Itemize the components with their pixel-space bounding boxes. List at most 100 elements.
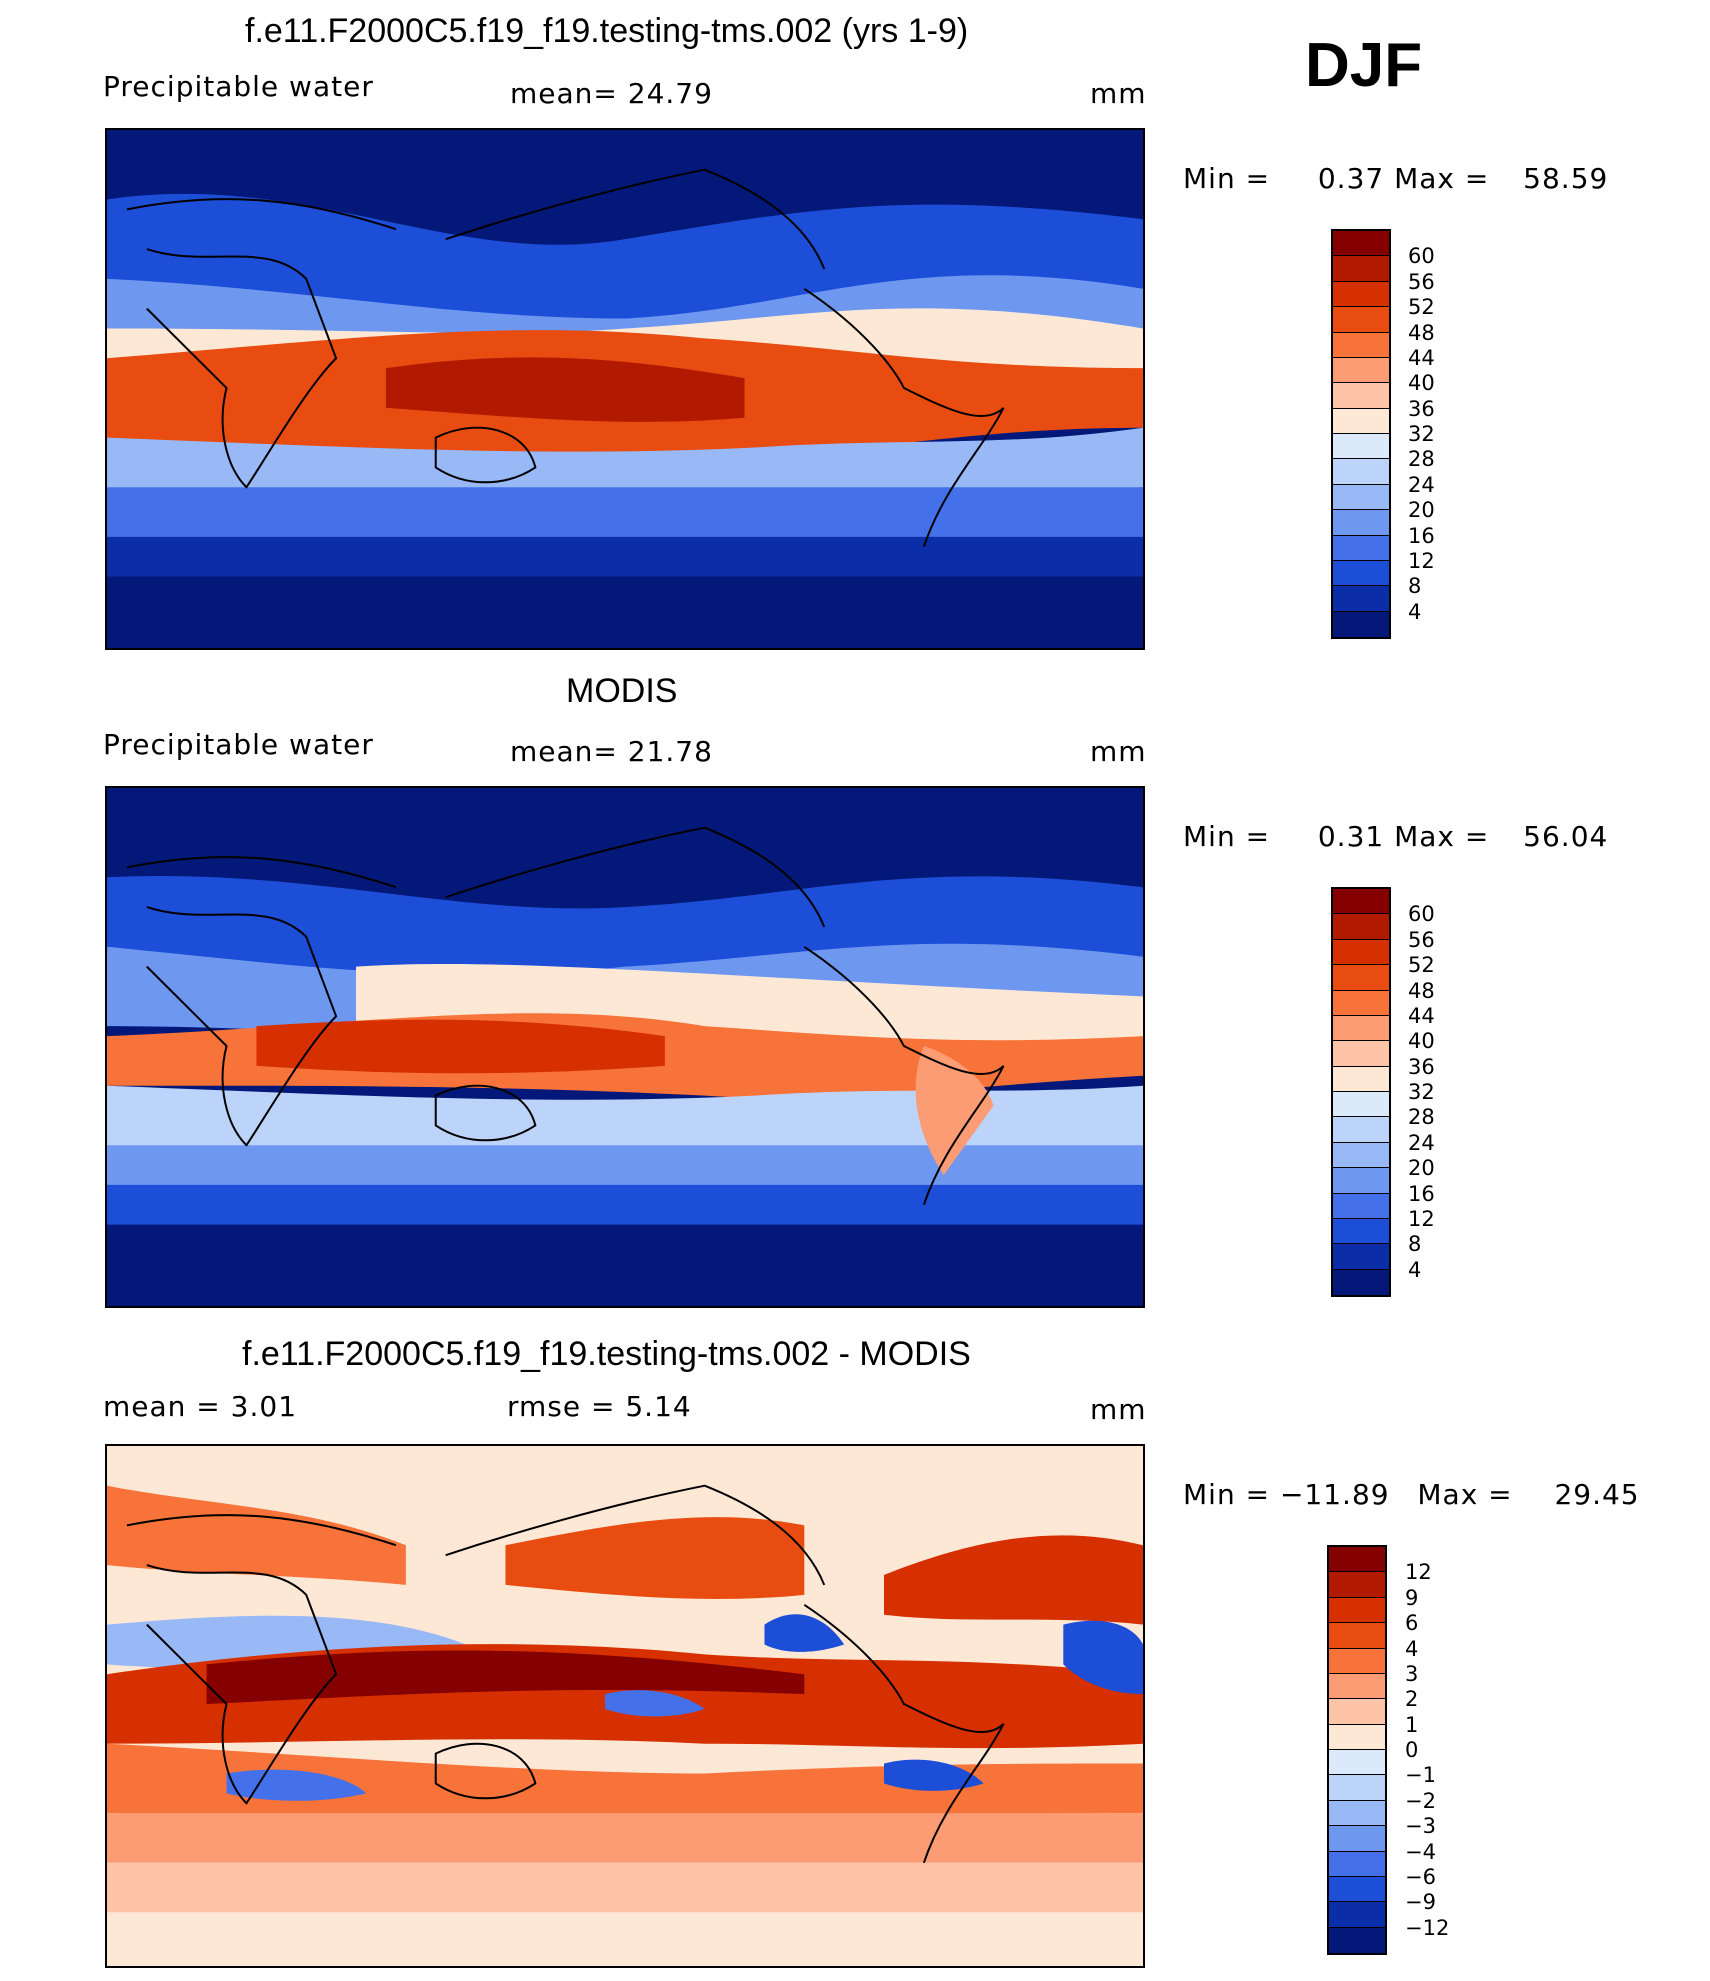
panel-min-max-stats: Min = 0.31 Max = 56.04 (1183, 820, 1608, 853)
colorbar-diff (1327, 1545, 1387, 1955)
colorbar-swatch (1329, 1724, 1385, 1750)
map-diff-precipitable-water (105, 1444, 1145, 1968)
colorbar-tick-label: 60 (1408, 244, 1435, 269)
panel-mean-label: mean= 24.79 (510, 77, 713, 110)
colorbar-tick-label: 52 (1408, 953, 1435, 978)
colorbar-tick-label: 40 (1408, 371, 1435, 396)
max-value: 58.59 (1523, 162, 1609, 195)
panel-title-model: f.e11.F2000C5.f19_f19.testing-tms.002 (y… (245, 12, 969, 50)
colorbar-tick-label: −4 (1405, 1839, 1436, 1864)
colorbar-tick-label: 40 (1408, 1029, 1435, 1054)
colorbar-obs (1331, 887, 1391, 1297)
colorbar-swatch (1333, 560, 1389, 587)
colorbar-swatch (1329, 1826, 1385, 1852)
min-value: 0.37 (1317, 162, 1385, 195)
colorbar-tick-label: 12 (1405, 1560, 1432, 1585)
max-label: Max = (1394, 162, 1490, 195)
panel-variable-label: Precipitable water (103, 728, 374, 761)
colorbar-tick-label: 60 (1408, 902, 1435, 927)
colorbar-tick-label: 52 (1408, 295, 1435, 320)
colorbar-tick-label: 28 (1408, 1105, 1435, 1130)
colorbar-swatch (1329, 1851, 1385, 1877)
colorbar-tick-label: −2 (1405, 1788, 1436, 1813)
map-model-precipitable-water (105, 128, 1145, 650)
colorbar-swatch (1333, 357, 1389, 384)
colorbar-tick-label: 8 (1408, 1232, 1422, 1257)
max-value: 29.45 (1554, 1478, 1640, 1511)
colorbar-swatch (1333, 965, 1389, 991)
colorbar-tick-label: −1 (1405, 1763, 1436, 1788)
colorbar-tick-label: 4 (1405, 1636, 1419, 1661)
colorbar-swatch (1333, 535, 1389, 561)
colorbar-tick-label: −12 (1405, 1915, 1450, 1940)
colorbar-tick-label: 12 (1408, 1206, 1435, 1231)
min-label: Min = (1183, 162, 1271, 195)
colorbar-tick-label: 56 (1408, 269, 1435, 294)
colorbar-swatch (1333, 231, 1389, 257)
colorbar-tick-label: 24 (1408, 1130, 1435, 1155)
panel-min-max-stats: Min = −11.89 Max = 29.45 (1183, 1478, 1640, 1511)
colorbar-tick-label: 16 (1408, 1181, 1435, 1206)
min-label: Min = (1183, 1478, 1271, 1511)
max-value: 56.04 (1523, 820, 1609, 853)
colorbar-swatch (1329, 1876, 1385, 1903)
colorbar-tick-label: 4 (1408, 599, 1422, 624)
colorbar-swatch (1333, 408, 1389, 434)
colorbar-tick-label: 1 (1405, 1712, 1419, 1737)
colorbar-swatch (1333, 1218, 1389, 1245)
colorbar-tick-label: 8 (1408, 574, 1422, 599)
panel-variable-label: Precipitable water (103, 70, 374, 103)
panel-title-obs: MODIS (566, 672, 678, 710)
colorbar-swatch (1329, 1927, 1385, 1953)
colorbar-tick-label: 44 (1408, 345, 1435, 370)
min-value: −11.89 (1279, 1478, 1390, 1511)
colorbar-swatch (1333, 1142, 1389, 1169)
colorbar-tick-label: 0 (1405, 1738, 1419, 1762)
colorbar-tick-label: 20 (1408, 498, 1435, 523)
min-label: Min = (1183, 820, 1271, 853)
colorbar-swatch (1333, 281, 1389, 308)
colorbar-tick-label: 9 (1405, 1585, 1419, 1610)
colorbar-tick-label: 12 (1408, 548, 1435, 573)
panel-rmse-label: rmse = 5.14 (507, 1390, 692, 1423)
colorbar-swatch (1333, 1244, 1389, 1270)
colorbar-swatch (1333, 1015, 1389, 1042)
panel-mean-label: mean= 21.78 (510, 735, 713, 768)
colorbar-swatch (1333, 484, 1389, 511)
colorbar-tick-label: 3 (1405, 1661, 1419, 1686)
colorbar-swatch (1333, 1117, 1389, 1143)
colorbar-tick-label: 48 (1408, 320, 1435, 345)
colorbar-tick-label: 4 (1408, 1257, 1422, 1282)
colorbar-tick-label: 28 (1408, 447, 1435, 472)
colorbar-tick-label: 32 (1408, 1080, 1435, 1104)
colorbar-swatch (1329, 1673, 1385, 1700)
colorbar-swatch (1329, 1750, 1385, 1776)
colorbar-swatch (1333, 307, 1389, 333)
colorbar-tick-label: 48 (1408, 978, 1435, 1003)
colorbar-tick-label: 36 (1408, 396, 1435, 421)
colorbar-swatch (1333, 1092, 1389, 1118)
colorbar-tick-label: 16 (1408, 523, 1435, 548)
panel-units-label: mm (1090, 735, 1147, 768)
colorbar-tick-label: 56 (1408, 927, 1435, 952)
colorbar-swatch (1333, 939, 1389, 966)
colorbar-swatch (1333, 434, 1389, 460)
colorbar-swatch (1333, 332, 1389, 358)
min-value: 0.31 (1317, 820, 1385, 853)
colorbar-swatch (1333, 889, 1389, 915)
colorbar-swatch (1333, 256, 1389, 282)
colorbar-swatch (1333, 1168, 1389, 1194)
colorbar-swatch (1333, 1193, 1389, 1219)
colorbar-swatch (1329, 1623, 1385, 1649)
colorbar-swatch (1329, 1775, 1385, 1801)
map-obs-precipitable-water (105, 786, 1145, 1308)
colorbar-swatch (1333, 510, 1389, 536)
panel-units-label: mm (1090, 1393, 1147, 1426)
colorbar-tick-label: 32 (1408, 422, 1435, 446)
colorbar-tick-label: 6 (1405, 1611, 1419, 1636)
colorbar-tick-label: 44 (1408, 1003, 1435, 1028)
colorbar-tick-label: 2 (1405, 1687, 1419, 1712)
colorbar-tick-label: 36 (1408, 1054, 1435, 1079)
season-label: DJF (1305, 31, 1423, 100)
colorbar-swatch (1329, 1572, 1385, 1598)
